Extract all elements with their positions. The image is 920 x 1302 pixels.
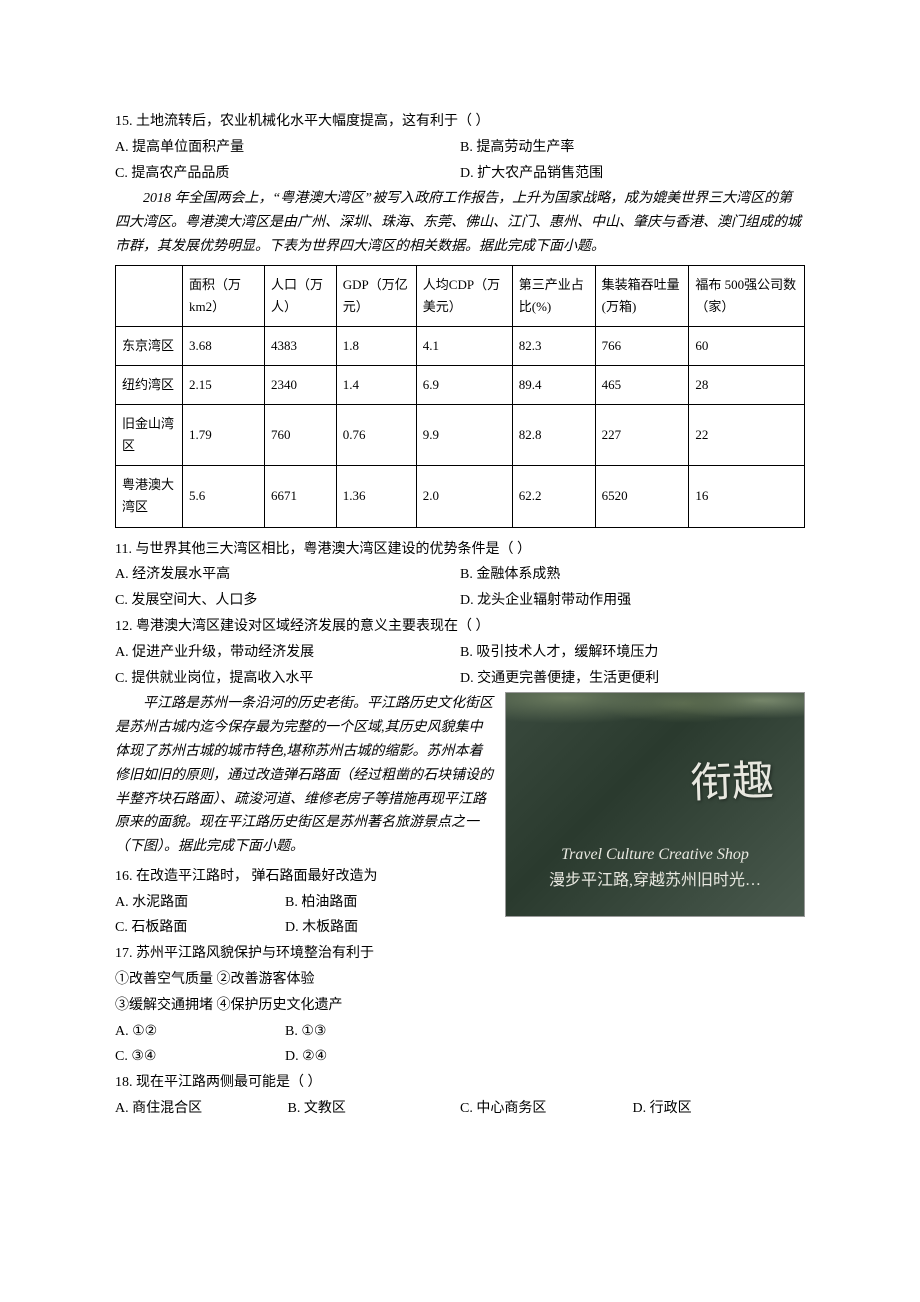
photo-sign-sub: 漫步平江路,穿越苏州旧时光… <box>506 867 804 894</box>
table-cell: 3.68 <box>183 326 265 365</box>
q16-option-a[interactable]: A. 水泥路面 <box>115 891 285 915</box>
bay-area-table: 面积（万km2）人口（万人）GDP（万亿元）人均CDP（万美元）第三产业占比(%… <box>115 265 805 528</box>
q15-option-c[interactable]: C. 提高农产品品质 <box>115 162 460 186</box>
q17-option-d[interactable]: D. ②④ <box>285 1045 495 1069</box>
q11-option-c[interactable]: C. 发展空间大、人口多 <box>115 589 460 613</box>
q17-option-a[interactable]: A. ①② <box>115 1020 285 1044</box>
table-cell: 6.9 <box>416 366 512 405</box>
pingjiang-photo: 衔趣 Travel Culture Creative Shop 漫步平江路,穿越… <box>505 692 805 917</box>
table-cell: 旧金山湾区 <box>116 405 183 466</box>
q12-stem: 12. 粤港澳大湾区建设对区域经济发展的意义主要表现在（ ） <box>115 615 805 639</box>
table-cell: 62.2 <box>512 466 595 527</box>
q12-option-b[interactable]: B. 吸引技术人才，缓解环境压力 <box>460 641 805 665</box>
q17-statements-1: ①改善空气质量 ②改善游客体验 <box>115 968 495 992</box>
table-row: 旧金山湾区1.797600.769.982.822722 <box>116 405 805 466</box>
table-cell: 16 <box>689 466 805 527</box>
q17-option-c[interactable]: C. ③④ <box>115 1045 285 1069</box>
table-cell: 0.76 <box>336 405 416 466</box>
table-cell: 6671 <box>264 466 336 527</box>
table-cell: 4383 <box>264 326 336 365</box>
table-cell: 1.4 <box>336 366 416 405</box>
table-cell: 227 <box>595 405 689 466</box>
table-cell: 28 <box>689 366 805 405</box>
table-header: 人均CDP（万美元） <box>416 265 512 326</box>
table-cell: 纽约湾区 <box>116 366 183 405</box>
q12-option-c[interactable]: C. 提供就业岗位，提高收入水平 <box>115 667 460 691</box>
passage-bay-area: 2018 年全国两会上，“粤港澳大湾区”被写入政府工作报告，上升为国家战略，成为… <box>115 187 805 258</box>
table-row: 东京湾区3.6843831.84.182.376660 <box>116 326 805 365</box>
q18-option-d[interactable]: D. 行政区 <box>633 1097 806 1121</box>
q17-stem: 17. 苏州平江路风貌保护与环境整治有利于 <box>115 942 495 966</box>
q18-option-b[interactable]: B. 文教区 <box>288 1097 461 1121</box>
q18-option-a[interactable]: A. 商住混合区 <box>115 1097 288 1121</box>
table-cell: 粤港澳大湾区 <box>116 466 183 527</box>
table-header <box>116 265 183 326</box>
table-cell: 465 <box>595 366 689 405</box>
q11-option-a[interactable]: A. 经济发展水平高 <box>115 563 460 587</box>
q15-option-b[interactable]: B. 提高劳动生产率 <box>460 136 805 160</box>
table-header: 人口（万人） <box>264 265 336 326</box>
q12-option-d[interactable]: D. 交通更完善便捷，生活更便利 <box>460 667 805 691</box>
q15-option-a[interactable]: A. 提高单位面积产量 <box>115 136 460 160</box>
q18-option-c[interactable]: C. 中心商务区 <box>460 1097 633 1121</box>
table-cell: 766 <box>595 326 689 365</box>
q11-option-b[interactable]: B. 金融体系成熟 <box>460 563 805 587</box>
q11-option-d[interactable]: D. 龙头企业辐射带动作用强 <box>460 589 805 613</box>
photo-sign-cn: 衔趣 <box>689 747 775 821</box>
photo-sign-en: Travel Culture Creative Shop <box>506 841 804 868</box>
q18-stem: 18. 现在平江路两侧最可能是（ ） <box>115 1071 805 1095</box>
q16-option-c[interactable]: C. 石板路面 <box>115 916 285 940</box>
q15-option-d[interactable]: D. 扩大农产品销售范围 <box>460 162 805 186</box>
table-cell: 760 <box>264 405 336 466</box>
table-cell: 60 <box>689 326 805 365</box>
table-cell: 2.0 <box>416 466 512 527</box>
q16-option-b[interactable]: B. 柏油路面 <box>285 891 495 915</box>
table-cell: 4.1 <box>416 326 512 365</box>
table-cell: 2340 <box>264 366 336 405</box>
q17-option-b[interactable]: B. ①③ <box>285 1020 495 1044</box>
q12-option-a[interactable]: A. 促进产业升级，带动经济发展 <box>115 641 460 665</box>
table-cell: 1.36 <box>336 466 416 527</box>
q16-option-d[interactable]: D. 木板路面 <box>285 916 495 940</box>
table-cell: 东京湾区 <box>116 326 183 365</box>
table-cell: 1.8 <box>336 326 416 365</box>
table-cell: 89.4 <box>512 366 595 405</box>
table-header: GDP（万亿元） <box>336 265 416 326</box>
q11-stem: 11. 与世界其他三大湾区相比，粤港澳大湾区建设的优势条件是（ ） <box>115 538 805 562</box>
table-header: 第三产业占比(%) <box>512 265 595 326</box>
table-cell: 5.6 <box>183 466 265 527</box>
table-header: 集装箱吞吐量(万箱) <box>595 265 689 326</box>
table-cell: 82.3 <box>512 326 595 365</box>
table-row: 纽约湾区2.1523401.46.989.446528 <box>116 366 805 405</box>
table-cell: 82.8 <box>512 405 595 466</box>
q16-stem: 16. 在改造平江路时， 弹石路面最好改造为 <box>115 865 495 889</box>
q17-statements-2: ③缓解交通拥堵 ④保护历史文化遗产 <box>115 994 495 1018</box>
table-cell: 6520 <box>595 466 689 527</box>
table-row: 粤港澳大湾区5.666711.362.062.2652016 <box>116 466 805 527</box>
table-header: 福布 500强公司数（家） <box>689 265 805 326</box>
table-cell: 2.15 <box>183 366 265 405</box>
passage-pingjiang: 平江路是苏州一条沿河的历史老街。平江路历史文化街区是苏州古城内迄今保存最为完整的… <box>115 692 495 859</box>
table-cell: 9.9 <box>416 405 512 466</box>
table-header: 面积（万km2） <box>183 265 265 326</box>
q15-stem: 15. 土地流转后，农业机械化水平大幅度提高，这有利于（ ） <box>115 110 805 134</box>
table-cell: 1.79 <box>183 405 265 466</box>
table-cell: 22 <box>689 405 805 466</box>
